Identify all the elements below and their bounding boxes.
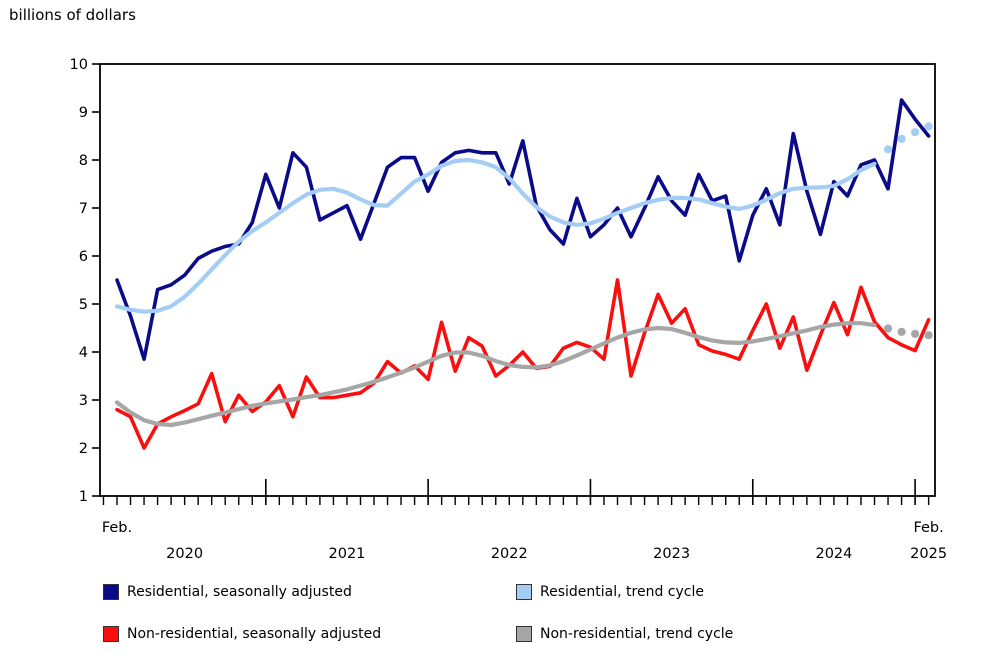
series-line-residential-sa <box>115 98 931 361</box>
series-forecast-dot-non-residential-trend <box>924 331 933 340</box>
y-axis-tick-label: 10 <box>70 57 88 73</box>
y-axis-tick-label: 4 <box>79 345 88 361</box>
series-line-non-residential-trend <box>114 321 877 428</box>
legend-swatch-non-residential-trend <box>516 626 532 642</box>
legend-item-non-residential-trend: Non-residential, trend cycle <box>516 626 733 642</box>
series-forecast-dot-residential-trend <box>883 145 893 154</box>
legend-item-residential-sa: Residential, seasonally adjusted <box>103 584 516 600</box>
legend-swatch-residential-trend <box>516 584 532 600</box>
legend-label-residential-trend: Residential, trend cycle <box>540 584 704 600</box>
legend-item-residential-trend: Residential, trend cycle <box>516 584 733 600</box>
x-axis-end-month-label: Feb. <box>913 520 943 536</box>
series-forecast-dot-non-residential-trend <box>911 329 920 338</box>
legend-label-non-residential-trend: Non-residential, trend cycle <box>540 626 734 642</box>
x-axis-year-label: 2024 <box>815 546 852 562</box>
legend-swatch-residential-sa <box>103 584 119 600</box>
x-axis-end-year-label: 2025 <box>910 546 947 562</box>
series-forecast-dot-residential-trend <box>897 134 906 143</box>
chart-title: billions of dollars <box>9 6 136 24</box>
y-axis-tick-label: 8 <box>79 153 88 169</box>
y-axis-tick-label: 9 <box>79 105 88 121</box>
plot-frame <box>99 63 936 497</box>
series-forecast-dot-residential-trend <box>911 128 920 137</box>
series-forecast-dot-residential-trend <box>924 122 933 131</box>
y-axis-tick-label: 2 <box>79 441 88 457</box>
y-axis-tick-label: 3 <box>79 393 88 409</box>
legend-label-residential-sa: Residential, seasonally adjusted <box>127 584 352 600</box>
y-axis-tick-label: 1 <box>79 489 88 505</box>
x-axis-year-label: 2020 <box>166 546 203 562</box>
y-axis-tick-label: 5 <box>79 297 88 313</box>
series-forecast-dot-non-residential-trend <box>897 327 906 336</box>
x-axis-start-month-label: Feb. <box>102 520 132 536</box>
series-line-residential-trend <box>114 157 877 314</box>
y-axis-tick-label: 7 <box>79 201 88 217</box>
x-axis-year-label: 2022 <box>491 546 528 562</box>
legend-swatch-non-residential-sa <box>103 626 119 642</box>
x-axis-year-label: 2023 <box>653 546 690 562</box>
x-axis-year-label: 2021 <box>329 546 366 562</box>
series-forecast-dot-non-residential-trend <box>883 324 893 333</box>
legend-label-non-residential-sa: Non-residential, seasonally adjusted <box>127 626 382 642</box>
series-line-non-residential-sa <box>115 278 931 450</box>
legend: Residential, seasonally adjusted Resident… <box>103 584 733 642</box>
legend-item-non-residential-sa: Non-residential, seasonally adjusted <box>103 626 516 642</box>
y-axis-tick-label: 6 <box>79 249 88 265</box>
